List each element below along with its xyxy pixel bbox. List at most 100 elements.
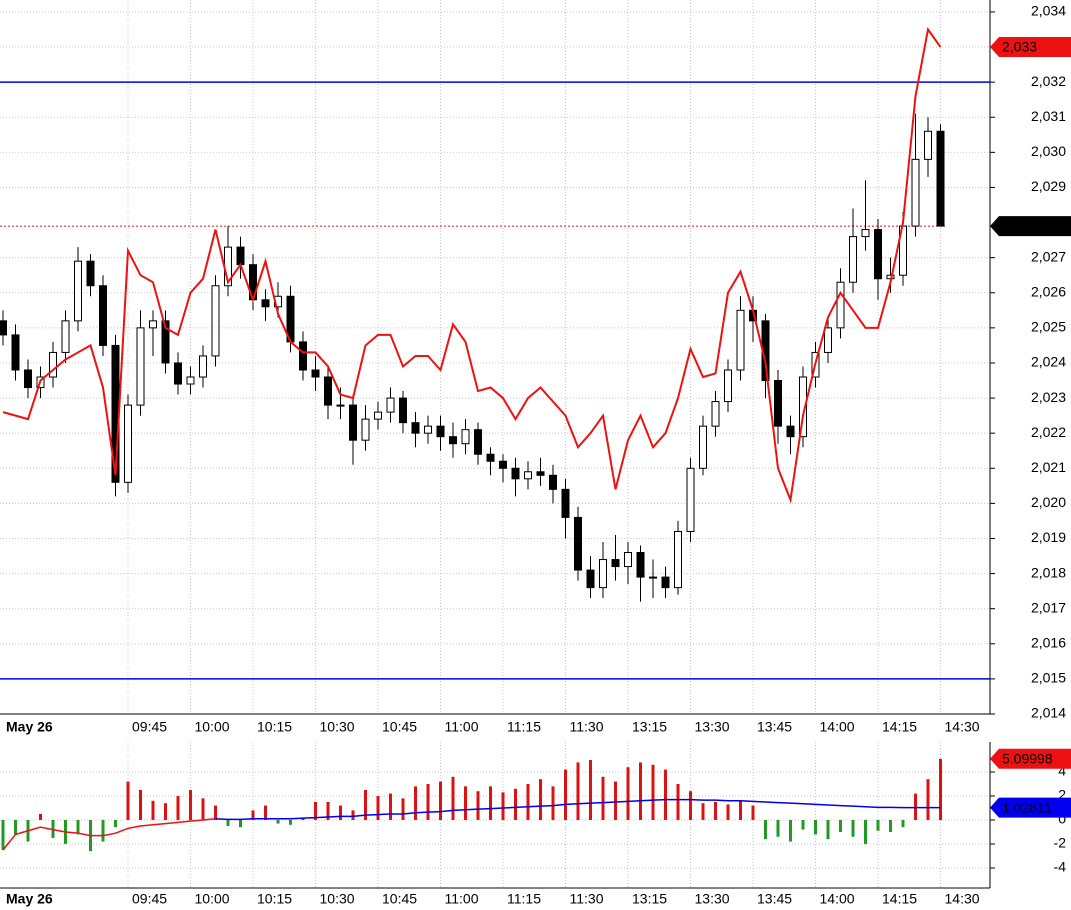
y-tick-label: 2 — [1058, 787, 1066, 803]
candle-body — [49, 351, 57, 378]
histogram-bar — [814, 819, 817, 835]
x-tick-label: 14:30 — [945, 719, 980, 735]
candle-body — [924, 130, 932, 160]
histogram-bar — [901, 819, 905, 828]
x-tick-label: 14:00 — [820, 719, 855, 735]
histogram-bar — [576, 762, 580, 820]
candle-body — [411, 422, 420, 434]
y-tick-label: 2,030 — [1031, 143, 1066, 159]
histogram-bar — [851, 819, 855, 837]
y-tick-label: 2,020 — [1031, 494, 1066, 510]
histogram-bar — [801, 819, 805, 830]
candle-body — [474, 429, 482, 455]
y-tick-label: 2,022 — [1031, 424, 1066, 440]
candle-body — [11, 334, 20, 371]
histogram-bar — [589, 759, 592, 820]
histogram-bar — [751, 805, 755, 820]
candle-body — [724, 369, 732, 403]
candle-body — [199, 355, 207, 378]
y-tick-label: 4 — [1058, 763, 1066, 779]
candle-body — [299, 341, 307, 371]
candle-body — [311, 369, 320, 378]
candle-body — [0, 320, 7, 336]
y-tick-label: 2,032 — [1031, 73, 1066, 89]
histogram-bar — [614, 781, 617, 820]
histogram-bar — [376, 795, 380, 820]
candle-body — [74, 260, 82, 322]
y-tick-label: 0 — [1058, 811, 1066, 827]
y-tick-label: 2,018 — [1031, 564, 1066, 580]
candle-body — [461, 429, 470, 445]
y-tick-label: 2,019 — [1031, 529, 1066, 545]
y-tick-label: 2,034 — [1031, 3, 1066, 19]
histogram-bar — [826, 819, 830, 840]
histogram-bar — [289, 819, 292, 825]
histogram-bar — [739, 800, 742, 820]
candle-body — [861, 229, 870, 238]
x-tick-label: 11:00 — [445, 719, 479, 735]
histogram-bar — [264, 805, 267, 820]
histogram-bar — [151, 800, 155, 820]
y-tick-label: 2,021 — [1031, 459, 1066, 475]
candle-body — [149, 320, 157, 329]
x-tick-label: 13:15 — [632, 719, 667, 735]
histogram-bar — [214, 805, 217, 820]
histogram-bar — [39, 813, 42, 820]
histogram-bar — [139, 789, 142, 820]
candle-body — [336, 404, 345, 407]
candle-body — [636, 552, 645, 578]
candle-body — [824, 327, 832, 353]
y-tick-label: -2 — [1054, 835, 1067, 851]
price-tag-label: 2,027.9 — [1002, 218, 1049, 234]
candle-body — [61, 320, 70, 353]
histogram-bar — [876, 819, 880, 831]
candle-body — [236, 246, 245, 266]
histogram-bar — [914, 793, 917, 820]
candle-body — [674, 530, 682, 589]
x-tick-label: 13:45 — [757, 891, 792, 907]
histogram-bar — [839, 819, 842, 832]
candle-body — [524, 471, 532, 480]
histogram-bar — [114, 819, 117, 828]
histogram-bar — [776, 819, 780, 837]
candle-body — [561, 488, 570, 518]
histogram-bar — [251, 810, 255, 820]
x-tick-label: 10:30 — [320, 891, 355, 907]
x-tick-label: 10:00 — [195, 891, 230, 907]
y-tick-label: 2,015 — [1031, 670, 1066, 686]
y-tick-label: 2,016 — [1031, 634, 1066, 650]
histogram-bar — [126, 781, 130, 820]
histogram-bar — [276, 819, 280, 824]
y-tick-label: 2,026 — [1031, 283, 1066, 299]
histogram-bar — [864, 819, 867, 844]
y-tick-label: 2,017 — [1031, 599, 1066, 615]
candle-body — [536, 471, 545, 476]
x-tick-label: 13:30 — [695, 719, 730, 735]
histogram-bar — [476, 791, 480, 820]
histogram-bar — [239, 819, 242, 828]
histogram-bar — [189, 789, 192, 820]
histogram-bar — [101, 819, 105, 842]
histogram-bar — [789, 819, 792, 842]
y-tick-label: 2,029 — [1031, 178, 1066, 194]
candle-body — [836, 281, 845, 329]
histogram-bar — [551, 786, 555, 820]
candle-body — [599, 559, 607, 589]
x-tick-label: 11:15 — [507, 891, 541, 907]
y-tick-label: -4 — [1054, 859, 1067, 875]
candle-body — [261, 299, 270, 308]
y-tick-label: 2,031 — [1031, 108, 1066, 124]
candle-body — [86, 260, 95, 287]
price-tag — [990, 216, 1071, 237]
x-tick-label: 10:45 — [382, 891, 417, 907]
x-tick-label: 14:30 — [945, 891, 980, 907]
candle-body — [24, 369, 32, 389]
histogram-bar — [439, 781, 442, 820]
overlay-line — [2, 26, 942, 504]
histogram-bar — [889, 819, 892, 832]
candle-body — [449, 436, 457, 445]
x-tick-label: 11:30 — [570, 891, 604, 907]
x-tick-label: 11:30 — [570, 719, 604, 735]
histogram-bar — [426, 783, 430, 820]
